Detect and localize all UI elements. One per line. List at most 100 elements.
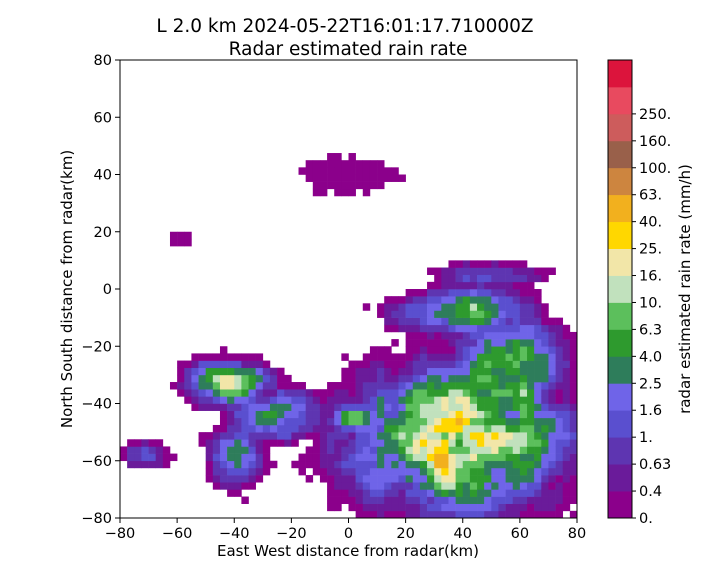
heatmap-cell	[305, 417, 314, 426]
heatmap-cell	[319, 389, 328, 397]
heatmap-cell	[369, 360, 378, 369]
heatmap-cell	[327, 389, 335, 397]
heatmap-cell	[241, 360, 249, 369]
heatmap-cell	[327, 432, 335, 440]
heatmap-cell	[398, 174, 406, 182]
heatmap-cell	[127, 439, 135, 447]
heatmap-cell	[227, 360, 235, 369]
heatmap-cell	[562, 424, 571, 433]
heatmap-cell	[448, 374, 456, 383]
heatmap-cell	[427, 289, 435, 297]
heatmap-cell	[477, 475, 485, 483]
heatmap-cell	[427, 267, 435, 275]
heatmap-cell	[519, 324, 528, 333]
heatmap-cell	[491, 367, 499, 376]
heatmap-cell	[562, 496, 571, 504]
heatmap-cell	[548, 439, 556, 447]
heatmap-cell	[391, 496, 399, 504]
colorbar-tick-label: 4.0	[639, 349, 662, 365]
heatmap-cell	[227, 410, 235, 419]
heatmap-cell	[412, 424, 421, 433]
heatmap-cell	[234, 453, 242, 462]
heatmap-cell	[555, 382, 564, 390]
heatmap-cell	[555, 353, 564, 361]
heatmap-cell	[405, 446, 414, 454]
heatmap-cell	[234, 482, 242, 490]
heatmap-cell	[555, 317, 564, 326]
heatmap-cell	[462, 489, 471, 497]
heatmap-cell	[241, 374, 249, 383]
heatmap-cell	[277, 410, 285, 419]
heatmap-cell	[391, 317, 399, 326]
heatmap-cell	[455, 267, 464, 275]
heatmap-cell	[448, 289, 456, 297]
heatmap-cell	[384, 446, 392, 454]
heatmap-cell	[312, 410, 321, 419]
heatmap-cell	[391, 503, 399, 512]
heatmap-cell	[298, 417, 306, 426]
heatmap-cell	[184, 382, 192, 390]
heatmap-cell	[327, 410, 335, 419]
heatmap-cell	[548, 339, 556, 347]
heatmap-cell	[448, 274, 456, 283]
heatmap-cell	[348, 496, 356, 504]
heatmap-cell	[519, 424, 528, 433]
heatmap-cell	[262, 460, 271, 469]
heatmap-cell	[348, 396, 356, 404]
heatmap-cell	[255, 353, 264, 361]
colorbar-ticks: 0.0.40.631.1.62.54.06.310.16.25.40.63.10…	[632, 107, 671, 527]
heatmap-cell	[284, 424, 292, 433]
heatmap-cell	[462, 367, 471, 376]
heatmap-cell	[312, 389, 321, 397]
heatmap-cell	[419, 489, 428, 497]
colorbar-tick-label: 160.	[639, 134, 671, 150]
heatmap-cell	[248, 410, 256, 419]
heatmap-cell	[498, 446, 506, 454]
heatmap-cell	[491, 496, 499, 504]
heatmap-cell	[384, 374, 392, 383]
heatmap-cell	[191, 403, 199, 411]
heatmap-cell	[369, 396, 378, 404]
heatmap-cell	[334, 460, 342, 469]
heatmap-cell	[248, 467, 256, 476]
heatmap-cell	[462, 432, 471, 440]
heatmap-cell	[391, 296, 399, 304]
heatmap-cell	[377, 382, 385, 390]
heatmap-cell	[219, 389, 228, 397]
heatmap-cell	[398, 482, 406, 490]
heatmap-cell	[327, 396, 335, 404]
heatmap-cell	[462, 453, 471, 462]
heatmap-cell	[441, 289, 449, 297]
heatmap-cell	[441, 346, 449, 354]
heatmap-cell	[341, 439, 349, 447]
heatmap-cell	[241, 410, 249, 419]
x-tick-label: −80	[105, 526, 136, 542]
heatmap-cell	[355, 460, 364, 469]
heatmap-cell	[441, 496, 449, 504]
heatmap-cell	[462, 496, 471, 504]
heatmap-cell	[541, 467, 549, 476]
heatmap-cell	[484, 503, 492, 512]
heatmap-cell	[319, 410, 328, 419]
heatmap-cell	[477, 482, 485, 490]
heatmap-cell	[341, 396, 349, 404]
heatmap-cell	[441, 324, 449, 333]
heatmap-cell	[562, 482, 571, 490]
heatmap-cell	[384, 503, 392, 512]
heatmap-cell	[519, 482, 528, 490]
heatmap-cell	[562, 353, 571, 361]
heatmap-cell	[548, 324, 556, 333]
heatmap-cell	[341, 432, 349, 440]
heatmap-cell	[398, 410, 406, 419]
heatmap-cell	[377, 467, 385, 476]
heatmap-cell	[391, 382, 399, 390]
heatmap-cell	[455, 303, 464, 311]
heatmap-cell	[477, 410, 485, 419]
heatmap-cell	[362, 410, 371, 419]
colorbar-tick-label: 2.5	[639, 376, 662, 392]
heatmap-cell	[355, 489, 364, 497]
heatmap-cell	[369, 496, 378, 504]
heatmap-cell	[462, 274, 471, 283]
heatmap-cell	[312, 396, 321, 404]
heatmap-cell	[548, 482, 556, 490]
